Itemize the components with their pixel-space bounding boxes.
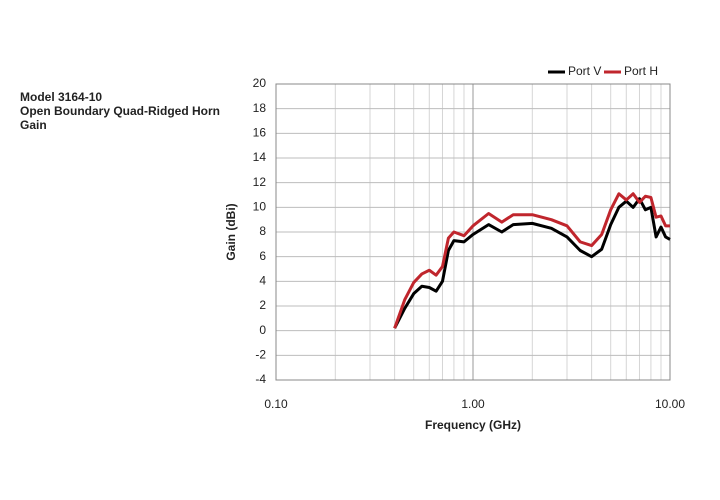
title-line: Gain	[20, 118, 47, 132]
title-line: Open Boundary Quad-Ridged Horn	[20, 104, 220, 118]
legend-label: Port H	[624, 64, 658, 78]
plot-border	[275, 83, 671, 381]
y-tick-label: 16	[253, 126, 267, 140]
y-tick-label: 2	[259, 298, 266, 312]
line-series	[393, 192, 670, 329]
y-tick-label: 18	[253, 101, 267, 115]
y-tick-label: 0	[259, 323, 266, 337]
y-tick-label: -4	[255, 372, 266, 386]
line-series	[393, 197, 671, 329]
y-tick-label: 6	[259, 249, 266, 263]
legend-label: Port V	[568, 64, 601, 78]
y-axis-label: Gain (dBi)	[224, 203, 238, 260]
y-tick-label: 12	[253, 175, 267, 189]
x-tick-label: 0.10	[264, 397, 288, 411]
y-tick-label: 4	[259, 274, 266, 288]
y-tick-label: 8	[259, 224, 266, 238]
y-tick-label: -2	[255, 348, 266, 362]
y-tick-label: 14	[253, 150, 267, 164]
y-tick-label: 10	[253, 200, 267, 214]
x-axis-label: Frequency (GHz)	[425, 418, 521, 432]
y-tick-label: 20	[253, 76, 267, 90]
title-line: Model 3164-10	[20, 90, 102, 104]
x-tick-label: 1.00	[461, 397, 485, 411]
x-tick-label: 10.00	[655, 397, 685, 411]
